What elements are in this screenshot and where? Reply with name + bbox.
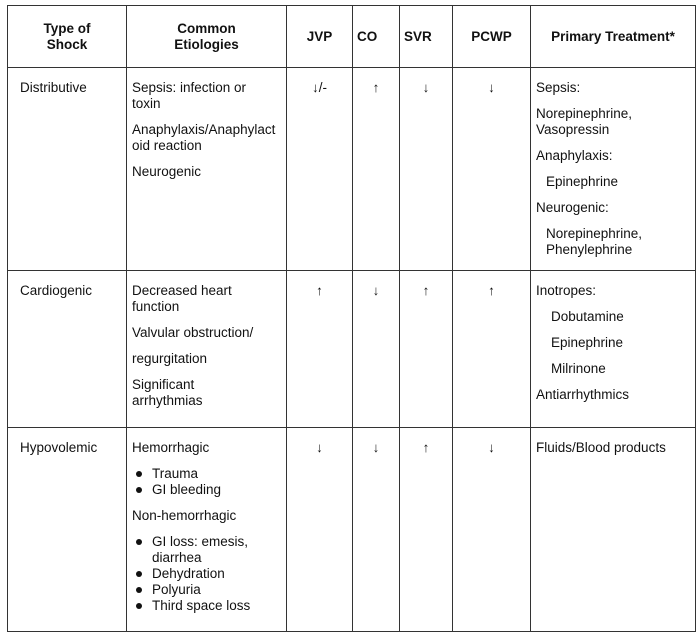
table-row: Hypovolemic Hemorrhagic Trauma GI bleedi…	[7, 427, 696, 632]
etiology-heading: Hemorrhagic	[132, 440, 210, 455]
header-type: Type of Shock	[7, 5, 127, 68]
shock-type: Distributive	[7, 67, 127, 271]
etiology-heading: Non-hemorrhagic	[132, 508, 237, 523]
list-item: GI bleeding	[132, 482, 286, 498]
table-row: Distributive Sepsis: infection or toxin …	[7, 67, 696, 271]
treatment-item: Norepinephrine, Phenylephrine	[546, 226, 643, 257]
treatment-item: Norepinephrine, Vasopressin	[536, 106, 633, 137]
etiologies: Sepsis: infection or toxin Anaphylaxis/A…	[126, 67, 287, 271]
treatment-heading: Neurogenic:	[536, 200, 609, 215]
treatment: Sepsis: Norepinephrine, Vasopressin Anap…	[530, 67, 696, 271]
header-treatment: Primary Treatment*	[530, 5, 696, 68]
header-etiologies: Common Etiologies	[126, 5, 287, 68]
list-item: Third space loss	[132, 598, 262, 614]
hemorrhagic-list: Trauma GI bleeding	[132, 466, 286, 498]
list-item: Dehydration	[132, 566, 262, 582]
pcwp-value: ↓	[452, 67, 531, 271]
treatment-item: Milrinone	[551, 361, 606, 376]
co-value: ↓	[352, 427, 400, 632]
etiology: Sepsis: infection or toxin	[132, 80, 247, 111]
treatment-heading: Anaphylaxis:	[536, 148, 613, 163]
etiology: Valvular obstruction/	[132, 325, 254, 340]
treatment-heading: Inotropes:	[536, 283, 597, 298]
co-value: ↑	[352, 67, 400, 271]
svr-value: ↑	[399, 427, 453, 632]
jvp-value: ↑	[286, 270, 353, 428]
etiology: Anaphylaxis/Anaphylactoid reaction	[132, 122, 276, 153]
etiologies: Decreased heart function Valvular obstru…	[126, 270, 287, 428]
shock-table: Type of Shock Common Etiologies JVP CO S…	[7, 5, 696, 632]
jvp-value: ↓	[286, 427, 353, 632]
shock-type: Hypovolemic	[7, 427, 127, 632]
non-hemorrhagic-list: GI loss: emesis, diarrhea Dehydration Po…	[132, 534, 262, 614]
svr-value: ↑	[399, 270, 453, 428]
co-value: ↓	[352, 270, 400, 428]
shock-type: Cardiogenic	[7, 270, 127, 428]
treatment-item: Epinephrine	[546, 174, 619, 189]
svr-value: ↓	[399, 67, 453, 271]
treatment-heading: Sepsis:	[536, 80, 581, 95]
table-row: Cardiogenic Decreased heart function Val…	[7, 270, 696, 428]
treatment-item: Dobutamine	[551, 309, 624, 324]
etiology: Neurogenic	[132, 164, 202, 179]
treatment-item: Epinephrine	[551, 335, 624, 350]
etiology: Significant arrhythmias	[132, 377, 203, 408]
list-item: Trauma	[132, 466, 286, 482]
pcwp-value: ↓	[452, 427, 531, 632]
jvp-value: ↓/-	[286, 67, 353, 271]
treatment-item: Fluids/Blood products	[536, 440, 666, 455]
pcwp-value: ↑	[452, 270, 531, 428]
list-item: GI loss: emesis, diarrhea	[132, 534, 262, 566]
treatment: Fluids/Blood products	[530, 427, 696, 632]
header-jvp: JVP	[286, 5, 353, 68]
list-item: Polyuria	[132, 582, 262, 598]
header-co: CO	[352, 5, 400, 68]
etiology: regurgitation	[132, 351, 208, 366]
header-row: Type of Shock Common Etiologies JVP CO S…	[7, 5, 696, 68]
etiology: Decreased heart function	[132, 283, 232, 314]
etiologies: Hemorrhagic Trauma GI bleeding Non-hemor…	[126, 427, 287, 632]
treatment: Inotropes: Dobutamine Epinephrine Milrin…	[530, 270, 696, 428]
treatment-heading: Antiarrhythmics	[536, 387, 630, 402]
header-pcwp: PCWP	[452, 5, 531, 68]
header-svr: SVR	[399, 5, 453, 68]
